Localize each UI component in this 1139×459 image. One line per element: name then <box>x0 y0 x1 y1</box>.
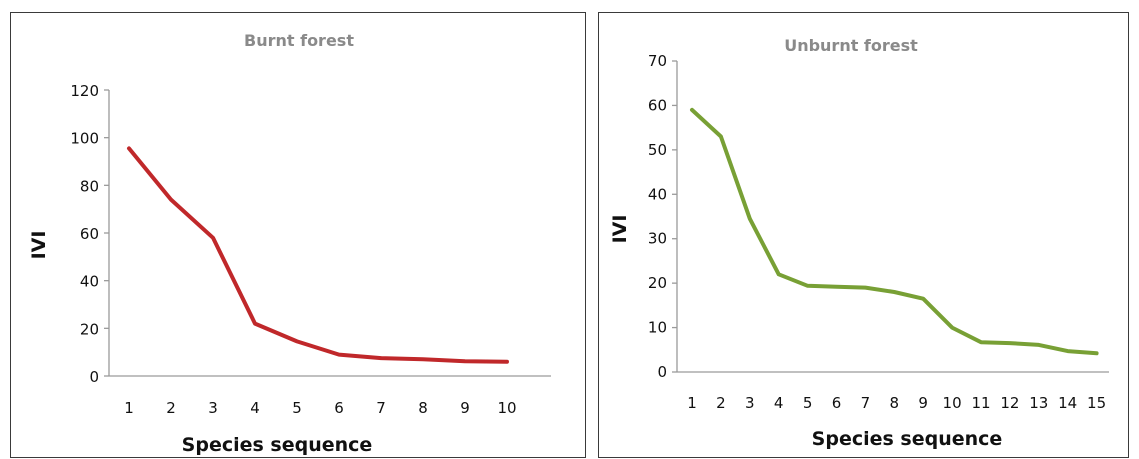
y-axis-title: IVI <box>609 215 631 244</box>
x-tick-label: 8 <box>890 394 900 412</box>
y-tick-label: 40 <box>80 273 99 291</box>
y-tick-label: 80 <box>80 177 99 195</box>
x-tick-label: 15 <box>1087 394 1106 412</box>
x-tick-label: 5 <box>292 399 302 417</box>
x-tick-label: 10 <box>943 394 962 412</box>
x-tick-label: 9 <box>460 399 470 417</box>
x-tick-label: 10 <box>497 399 516 417</box>
chart-title: Unburnt forest <box>784 36 918 55</box>
y-tick-label: 20 <box>648 274 667 292</box>
chart-title: Burnt forest <box>244 31 354 50</box>
burnt-forest-chart: Burnt forest Species sequence IVI 0 20 40 6… <box>28 31 551 456</box>
x-tick-label: 3 <box>745 394 755 412</box>
x-tick-label: 5 <box>803 394 813 412</box>
x-tick-label: 8 <box>418 399 428 417</box>
x-tick-label: 4 <box>774 394 784 412</box>
x-tick-label: 13 <box>1029 394 1048 412</box>
y-tick-label: 20 <box>80 320 99 338</box>
y-tick-label: 100 <box>70 130 99 148</box>
unburnt-forest-chart: Unburnt forest Species sequence IVI 0 10 2… <box>609 36 1109 450</box>
unburnt-forest-chart-panel: Unburnt forest Species sequence IVI 0 10 2… <box>598 12 1129 458</box>
y-tick-label: 120 <box>70 82 99 100</box>
y-tick-label: 40 <box>648 185 667 203</box>
x-axis-title: Species sequence <box>182 434 373 456</box>
y-tick-label: 50 <box>648 141 667 159</box>
x-tick-label: 12 <box>1000 394 1019 412</box>
x-tick-label: 11 <box>971 394 990 412</box>
x-tick-label: 1 <box>687 394 697 412</box>
x-tick-label: 2 <box>716 394 726 412</box>
y-tick-label: 60 <box>80 225 99 243</box>
x-tick-label: 6 <box>832 394 842 412</box>
series-line <box>690 107 1099 356</box>
x-tick-label: 9 <box>918 394 928 412</box>
x-tick-label: 1 <box>124 399 134 417</box>
series-line <box>127 146 509 364</box>
x-tick-label: 3 <box>208 399 218 417</box>
x-tick-label: 6 <box>334 399 344 417</box>
x-tick-label: 7 <box>376 399 386 417</box>
x-tick-label: 7 <box>861 394 871 412</box>
x-axis-title: Species sequence <box>812 428 1003 450</box>
y-tick-label: 0 <box>89 368 99 386</box>
burnt-forest-chart-panel: Burnt forest Species sequence IVI 0 20 40 6… <box>10 12 586 458</box>
y-tick-label: 0 <box>657 363 667 381</box>
y-tick-label: 70 <box>648 52 667 70</box>
y-tick-label: 60 <box>648 96 667 114</box>
x-tick-label: 2 <box>166 399 176 417</box>
y-tick-label: 10 <box>648 319 667 337</box>
y-axis-title: IVI <box>28 231 50 260</box>
y-tick-label: 30 <box>648 230 667 248</box>
x-tick-label: 4 <box>250 399 260 417</box>
x-tick-label: 14 <box>1058 394 1077 412</box>
